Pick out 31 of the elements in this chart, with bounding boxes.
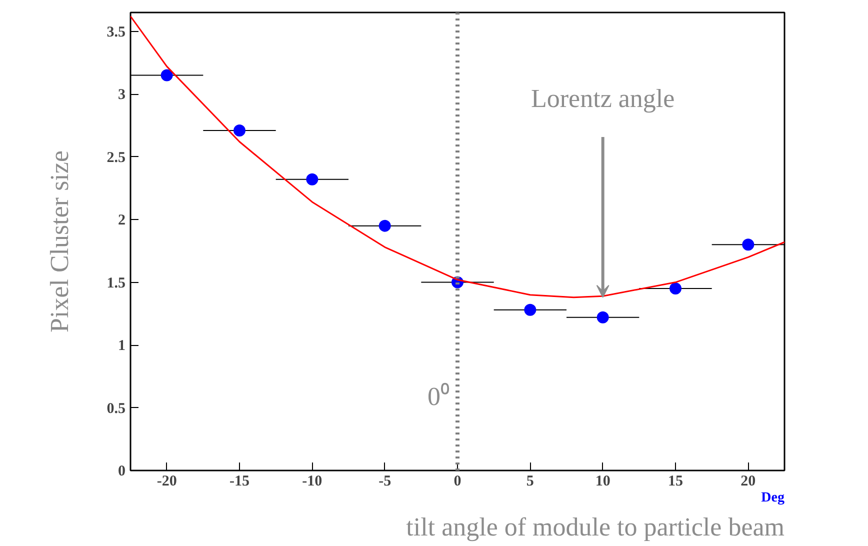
x-tick-label: 20 [740, 474, 756, 490]
x-tick-label: 0 [454, 474, 462, 490]
point [524, 304, 536, 316]
x-tick-label: -20 [156, 474, 177, 490]
text: tilt angle of module to particle beam [406, 512, 785, 542]
point [378, 220, 391, 232]
x-tick-label: 10 [595, 474, 610, 490]
y-tick-label: 0.5 [106, 400, 126, 417]
y-tick-label: 1 [118, 338, 126, 354]
point [670, 282, 682, 295]
point [160, 69, 173, 82]
x-tick-label: 5 [526, 474, 534, 490]
y-tick-label: 2.5 [106, 150, 126, 166]
x-tick-label: -15 [230, 474, 250, 490]
y-tick-label: 0 [118, 464, 126, 480]
x-tick-label: -10 [302, 474, 322, 490]
y-tick-label: 3 [118, 87, 126, 104]
line-series [130, 16, 784, 298]
ref-line-label: 0⁰ [428, 382, 450, 411]
x-axis-title: Deg [761, 490, 785, 506]
annotation: Lorentz angle [531, 84, 675, 114]
y-tick-label: 1.5 [106, 275, 126, 292]
point [596, 311, 609, 324]
x-tick-label: 15 [668, 474, 683, 490]
point [742, 238, 754, 251]
y-axis-title: Pixel Cluster size [44, 150, 74, 332]
y-tick-label: 3.5 [106, 24, 126, 40]
point [234, 124, 246, 136]
x-tick-label: -5 [378, 474, 392, 490]
y-tick-label: 2 [118, 212, 126, 229]
point [306, 173, 318, 186]
